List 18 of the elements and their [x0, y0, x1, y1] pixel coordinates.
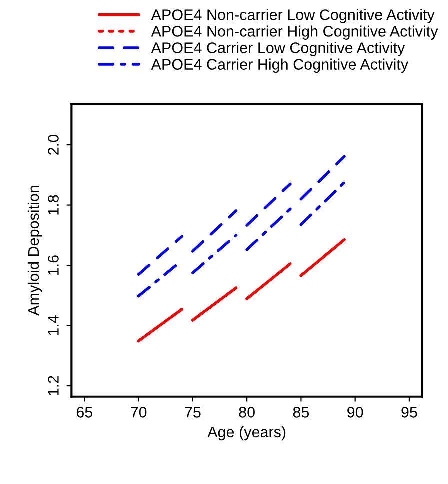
legend-label: APOE4 Non-carrier High Cognitive Activity [151, 26, 438, 40]
legend-label: APOE4 Carrier High Cognitive Activity [151, 58, 409, 74]
y-tick-label: 2.0 [48, 135, 59, 155]
x-tick-label: 95 [402, 407, 418, 418]
x-axis-title: Age (years) [208, 426, 286, 441]
legend-label: APOE4 Carrier Low Cognitive Activity [151, 42, 406, 56]
x-tick-label: 80 [239, 407, 255, 418]
y-tick-label: 1.2 [48, 376, 59, 396]
x-tick-label: 85 [293, 407, 310, 418]
y-tick-label: 1.6 [48, 256, 59, 275]
x-tick-label: 90 [348, 407, 364, 418]
y-tick-label: 1.4 [48, 316, 59, 336]
x-tick-label: 75 [185, 407, 201, 418]
y-tick-label: 1.8 [48, 195, 59, 215]
y-axis-title: Amyloid Deposition [28, 186, 42, 316]
x-tick-label: 70 [131, 407, 147, 418]
legend-label: APOE4 Non-carrier Low Cognitive Activity [151, 9, 435, 24]
x-tick-label: 65 [76, 407, 93, 418]
